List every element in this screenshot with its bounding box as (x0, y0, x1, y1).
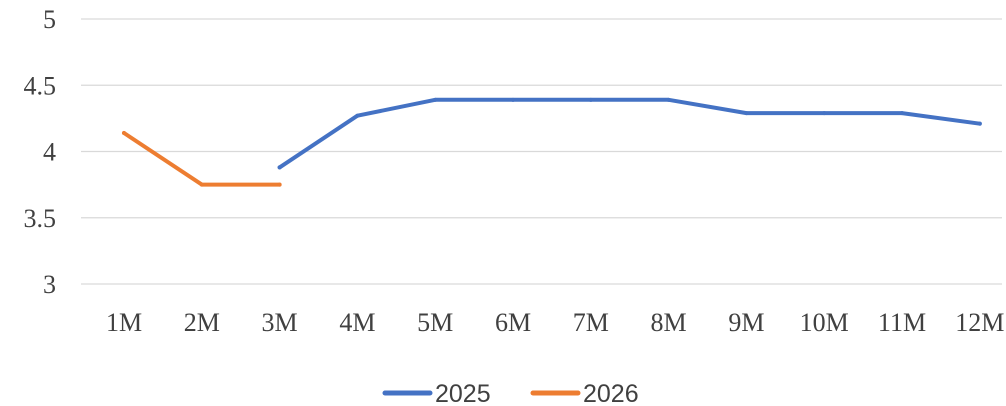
data-point-2026-1M (122, 130, 126, 135)
data-point-2025-5M (433, 97, 438, 102)
x-tick-label: 1M (106, 308, 142, 337)
x-tick-label: 12M (955, 308, 1004, 337)
data-point-2026-2M (199, 182, 204, 187)
x-tick-label: 8M (651, 308, 687, 337)
x-tick-label: 2M (184, 308, 220, 337)
data-point-2025-4M (355, 113, 360, 118)
y-tick-label: 3 (43, 270, 56, 299)
x-tick-label: 3M (262, 308, 298, 337)
legend-label-2026: 2026 (583, 380, 639, 406)
y-tick-label: 4 (43, 138, 56, 167)
x-axis-tick-labels: 1M 2M 3M 4M 5M 6M 7M 8M 9M 10M 11M 12M (106, 308, 1004, 337)
x-tick-label: 6M (495, 308, 531, 337)
series-line-2026 (122, 131, 282, 187)
x-tick-label: 5M (417, 308, 453, 337)
data-point-2025-12M (977, 121, 982, 126)
x-tick-label: 7M (573, 308, 609, 337)
series-lines (122, 97, 982, 187)
data-point-2025-9M (744, 111, 749, 116)
data-point-2025-8M (666, 97, 671, 102)
x-tick-label: 9M (728, 308, 764, 337)
gridlines (81, 18, 1002, 285)
y-tick-label: 5 (43, 5, 56, 34)
data-point-2025-7M (588, 97, 593, 102)
x-tick-label: 11M (878, 308, 926, 337)
data-point-2026-3M (277, 182, 282, 187)
y-tick-label: 4.5 (24, 71, 57, 100)
x-tick-label: 10M (800, 308, 849, 337)
data-point-2025-10M (822, 111, 827, 116)
data-point-2025-6M (511, 97, 515, 102)
series-line-2025 (277, 97, 982, 170)
y-tick-label: 3.5 (24, 204, 57, 233)
data-point-2025-3M (277, 165, 282, 170)
legend: 2025 2026 (382, 380, 639, 406)
data-point-2025-11M (900, 111, 904, 116)
legend-label-2025: 2025 (435, 380, 491, 406)
x-tick-label: 4M (339, 308, 375, 337)
y-axis-tick-labels: 5 4.5 4 3.5 3 (24, 5, 57, 299)
